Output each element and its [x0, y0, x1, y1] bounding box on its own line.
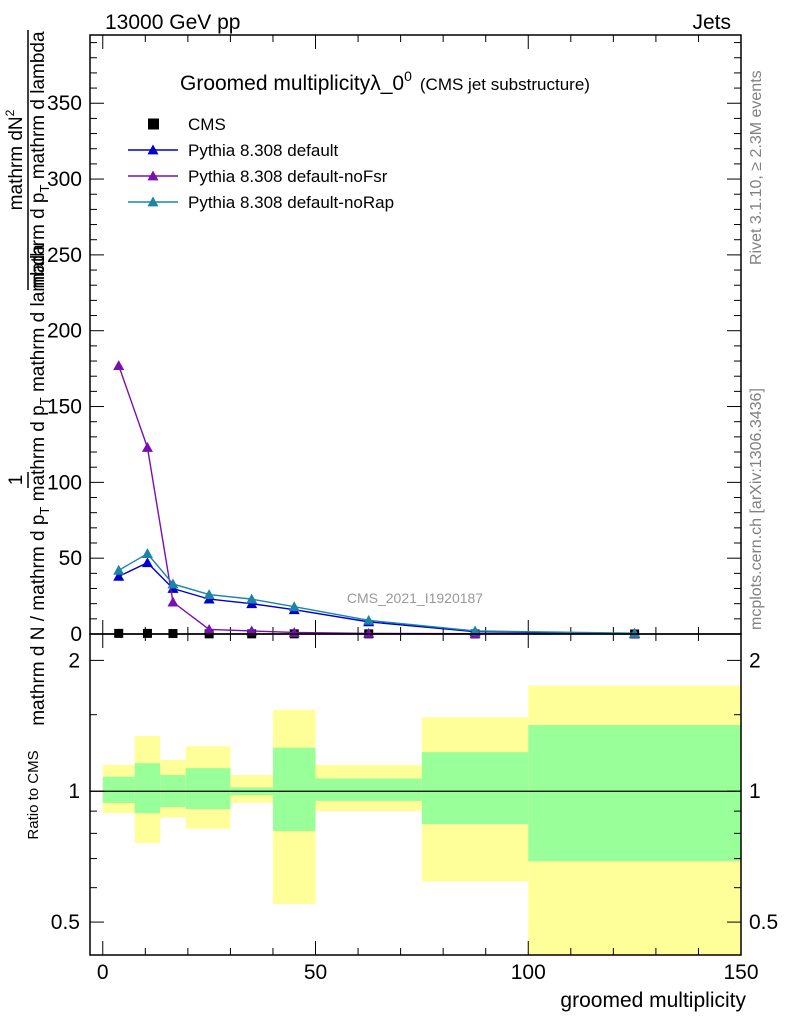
main-ytick-label: 200	[47, 320, 82, 343]
legend-entry: CMS	[148, 115, 226, 134]
legend-marker	[147, 144, 159, 155]
ratio-plot-frame	[89, 633, 742, 956]
main-ytick-label: 250	[47, 244, 82, 267]
header-left: 13000 GeV pp	[105, 11, 240, 34]
ylabel-den-sub: T	[37, 184, 52, 192]
rivet-note: Rivet 3.1.10, ≥ 2.3M events	[748, 70, 765, 265]
data-point	[141, 441, 153, 452]
ylabel-lower: mathrm d N / mathrm d pT mathrm d pT mat…	[28, 244, 52, 726]
ylabel-factor-num: 1	[6, 475, 27, 486]
data-point	[246, 593, 258, 604]
main-ytick-label: 0	[70, 623, 82, 646]
ratio-inner-band	[272, 747, 316, 832]
ratio-ytick-label: 1	[749, 780, 761, 803]
legend-label: Pythia 8.308 default-noRap	[188, 193, 394, 212]
ratio-bands	[90, 685, 741, 955]
ratio-inner-band	[134, 763, 161, 814]
data-point	[203, 589, 215, 599]
ratio-inner-band	[315, 778, 422, 801]
legend-marker	[148, 118, 159, 130]
ylabel-lower-tail2: mathrm d lambda	[28, 244, 49, 398]
xlabel: groomed multiplicity	[560, 989, 746, 1012]
xtick-label: 50	[304, 961, 327, 984]
main-ytick-label: 50	[59, 547, 82, 570]
ratio-inner-band	[528, 725, 741, 862]
ylabel-lower-main: mathrm d N / mathrm d p	[28, 515, 49, 726]
chart-title-sup: 0	[404, 68, 412, 84]
data-point	[203, 623, 215, 634]
data-point	[469, 625, 481, 636]
data-point	[113, 570, 125, 581]
main-ytick-label: 100	[47, 471, 82, 494]
ratio-ytick-label: 1	[68, 780, 80, 803]
ratio-inner-band	[185, 768, 231, 810]
mcplots-note: mcplots.cern.ch [arXiv:1306.3436]	[748, 388, 765, 630]
ratio-ytick-label: 2	[749, 649, 761, 672]
legend-label: Pythia 8.308 default	[188, 141, 339, 160]
legend-marker	[147, 170, 159, 181]
ylabel-lower-tail: mathrm d p	[28, 405, 49, 506]
ratio-ytick-label: 0.5	[749, 911, 778, 934]
chart-title: Groomed multiplicityλ_00 (CMS jet substru…	[180, 68, 590, 95]
ratio-inner-band	[102, 776, 135, 803]
ylabel-den-frac: mathrm d p	[28, 192, 49, 288]
main-ytick-label: 300	[47, 168, 82, 191]
data-point	[141, 548, 153, 559]
ratio-ticks: 0.5 0.5 1 1 2 2 0 50 100 150	[51, 35, 778, 984]
data-point	[363, 614, 375, 625]
series-3	[113, 548, 641, 638]
data-point	[141, 557, 153, 568]
ratio-ylabel: Ratio to CMS	[25, 750, 42, 839]
ratio-inner-band	[421, 752, 529, 825]
chart-subtitle: (CMS jet substructure)	[420, 75, 590, 94]
legend-marker	[147, 196, 159, 207]
data-point	[363, 627, 375, 638]
main-ticks: 0 50 100 150 200 250 300 350	[47, 42, 741, 646]
analysis-watermark: CMS_2021_I1920187	[347, 590, 483, 606]
header-right: Jets	[692, 11, 731, 34]
data-point	[113, 564, 125, 575]
data-point	[246, 625, 258, 636]
legend-entry: Pythia 8.308 default-noRap	[128, 193, 394, 212]
main-ytick-label: 150	[47, 396, 82, 419]
data-point	[629, 627, 641, 638]
data-point	[167, 596, 179, 607]
legend-entry: Pythia 8.308 default	[128, 141, 339, 160]
legend-label: CMS	[188, 115, 226, 134]
xtick-label: 0	[97, 961, 109, 984]
ylabel-lower-sub2: T	[37, 397, 52, 405]
data-point	[288, 601, 300, 612]
ylabel-den-tail: mathrm d lambda	[28, 31, 49, 185]
ylabel-num: mathrm dN2	[3, 109, 27, 210]
data-point	[167, 578, 179, 589]
ylabel-num-sup: 2	[3, 109, 17, 116]
chart-title-main: Groomed multiplicityλ_0	[180, 72, 404, 95]
data-point	[113, 360, 125, 370]
main-ylabel: 1 mathrm d N / mathrm d pT mathrm d pT m…	[3, 30, 52, 726]
ylabel-num-frac: mathrm dN	[6, 116, 27, 210]
legend-label: Pythia 8.308 default-noFsr	[188, 167, 388, 186]
xtick-label: 100	[511, 961, 546, 984]
main-ytick-label: 350	[47, 92, 82, 115]
legend-entry: Pythia 8.308 default-noFsr	[128, 167, 388, 186]
ratio-ytick-label: 0.5	[51, 911, 80, 934]
xtick-label: 150	[723, 961, 758, 984]
ratio-ytick-label: 2	[68, 649, 80, 672]
ylabel-den: mathrm d pT mathrm d lambda	[28, 31, 52, 289]
ylabel-lower-sub: T	[37, 507, 52, 515]
legend: CMS Pythia 8.308 default Pythia 8.308 defa…	[128, 115, 394, 212]
